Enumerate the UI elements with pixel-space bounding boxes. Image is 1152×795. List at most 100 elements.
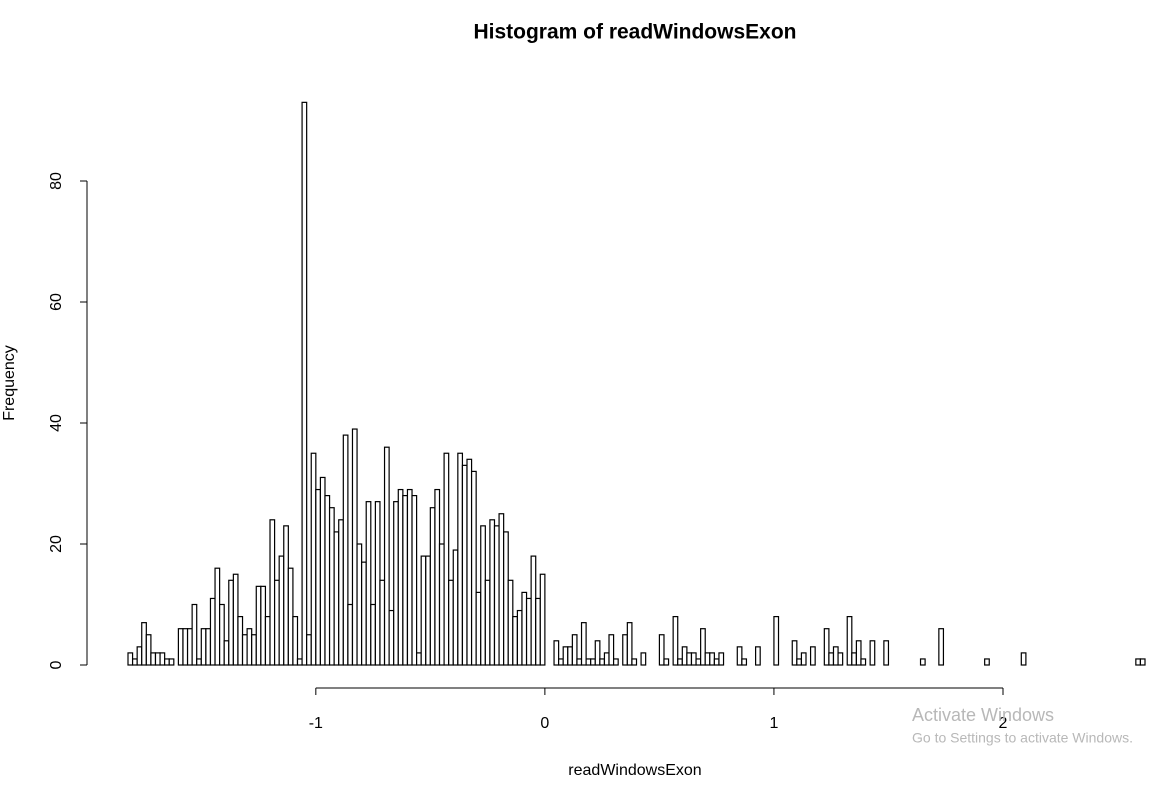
bar bbox=[448, 579, 454, 666]
bar bbox=[232, 573, 239, 666]
bar bbox=[429, 507, 436, 666]
bar bbox=[228, 579, 234, 666]
bar bbox=[186, 628, 193, 666]
bar bbox=[342, 434, 349, 666]
x-tick-label: 2 bbox=[999, 715, 1008, 732]
bar bbox=[264, 615, 271, 666]
bar bbox=[214, 567, 221, 666]
bar bbox=[860, 658, 867, 666]
bar bbox=[164, 658, 170, 666]
bar bbox=[612, 658, 619, 666]
x-tick-label: 1 bbox=[769, 715, 778, 732]
bar bbox=[709, 652, 715, 666]
bar bbox=[420, 555, 427, 666]
bar bbox=[484, 579, 491, 666]
bar bbox=[356, 543, 363, 666]
bar bbox=[361, 561, 367, 666]
bar bbox=[796, 658, 803, 666]
bar bbox=[269, 519, 276, 666]
watermark-title: Activate Windows bbox=[912, 705, 1054, 725]
bar bbox=[200, 628, 207, 666]
bar bbox=[241, 634, 248, 666]
bar bbox=[438, 543, 445, 666]
bar bbox=[837, 652, 844, 666]
bar bbox=[383, 446, 390, 666]
bar bbox=[741, 658, 748, 666]
bar bbox=[631, 658, 638, 666]
bar bbox=[301, 101, 308, 666]
bar bbox=[773, 615, 780, 666]
x-tick-label: -1 bbox=[309, 715, 323, 732]
bar bbox=[599, 658, 606, 666]
bar bbox=[640, 652, 647, 666]
bar bbox=[209, 597, 216, 666]
bar bbox=[516, 609, 523, 666]
bar bbox=[704, 652, 711, 666]
bar bbox=[686, 652, 693, 666]
bar bbox=[182, 628, 189, 666]
bar bbox=[755, 646, 761, 666]
bar bbox=[984, 658, 990, 666]
bar bbox=[141, 622, 147, 666]
bar bbox=[273, 579, 280, 666]
bar bbox=[938, 628, 945, 666]
bar bbox=[283, 525, 289, 666]
bar bbox=[809, 646, 816, 666]
bar bbox=[328, 507, 335, 666]
bar bbox=[580, 622, 587, 666]
bar bbox=[406, 488, 413, 666]
bar bbox=[411, 495, 418, 666]
bar bbox=[622, 634, 628, 666]
bar bbox=[219, 603, 225, 666]
bar bbox=[246, 628, 253, 666]
bar bbox=[159, 652, 166, 666]
bar bbox=[287, 567, 294, 666]
bar bbox=[658, 634, 665, 666]
bar bbox=[425, 555, 431, 666]
bar bbox=[296, 658, 303, 666]
bar bbox=[306, 634, 312, 666]
bar bbox=[489, 519, 496, 666]
bar bbox=[626, 622, 633, 666]
x-axis-label: readWindowsExon bbox=[568, 762, 701, 779]
bar bbox=[370, 603, 376, 666]
bar bbox=[278, 555, 285, 666]
bar bbox=[713, 658, 720, 666]
bar bbox=[608, 634, 615, 666]
bar bbox=[530, 555, 537, 666]
bar bbox=[324, 495, 331, 666]
bar bbox=[466, 458, 473, 666]
bar bbox=[521, 591, 528, 666]
bar bbox=[443, 452, 450, 666]
bar bbox=[1135, 658, 1142, 666]
bar bbox=[150, 652, 157, 666]
bar bbox=[883, 640, 890, 666]
bar bbox=[869, 640, 876, 666]
bar bbox=[828, 652, 835, 666]
bar bbox=[700, 628, 706, 666]
bar bbox=[168, 658, 175, 666]
bar bbox=[416, 652, 422, 666]
bar bbox=[525, 597, 532, 666]
y-tick-label: 80 bbox=[48, 172, 65, 190]
bar bbox=[846, 615, 853, 666]
bar bbox=[292, 615, 299, 666]
bar bbox=[397, 488, 404, 666]
bar bbox=[434, 488, 441, 666]
bar bbox=[237, 615, 244, 666]
bar bbox=[255, 585, 262, 666]
bar bbox=[338, 519, 344, 666]
bar bbox=[1139, 658, 1146, 666]
bar bbox=[571, 634, 578, 666]
bar bbox=[567, 646, 573, 666]
bar bbox=[388, 609, 395, 666]
y-tick-label: 0 bbox=[48, 660, 65, 669]
watermark-subtitle: Go to Settings to activate Windows. bbox=[912, 730, 1133, 746]
bar bbox=[351, 428, 358, 666]
bar bbox=[594, 640, 601, 666]
bar bbox=[535, 597, 541, 666]
bar bbox=[681, 646, 688, 666]
bar bbox=[475, 591, 482, 666]
bar bbox=[562, 646, 569, 666]
